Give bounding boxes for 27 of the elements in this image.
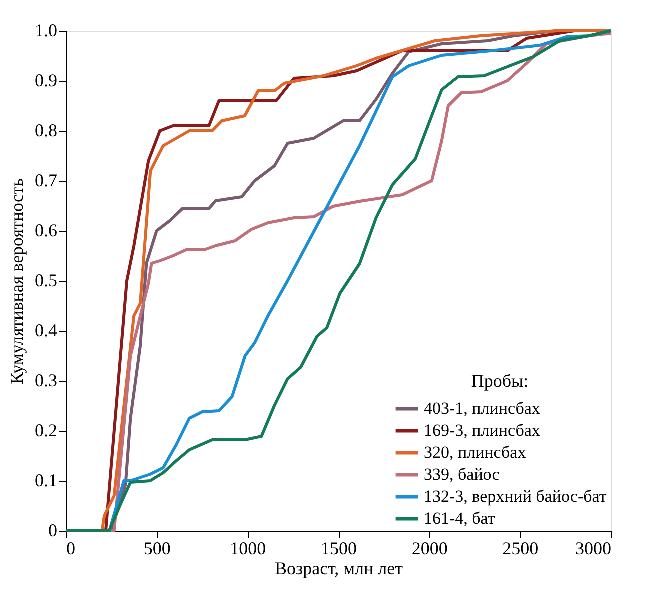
y-axis-title: Кумулятивная вероятность — [7, 178, 27, 385]
legend-label: 339, байос — [424, 465, 500, 484]
legend-label: 320, плинсбах — [424, 443, 527, 462]
legend-label: 132-3, верхний байос-бат — [424, 487, 608, 506]
legend-title: Пробы: — [471, 371, 529, 391]
legend-label: 403-1, плинсбах — [424, 399, 541, 418]
y-tick-label: 0.2 — [35, 420, 58, 440]
x-tick-label: 3000 — [576, 538, 612, 558]
y-tick-label: 0.1 — [35, 470, 58, 490]
x-tick-label: 1000 — [230, 538, 266, 558]
y-tick-label: 0.9 — [35, 70, 58, 90]
y-tick-label: 0.8 — [35, 120, 58, 140]
y-tick-label: 0 — [48, 520, 58, 540]
x-tick-label: 500 — [144, 538, 171, 558]
y-tick-label: 0.6 — [35, 220, 58, 240]
legend-label: 169-3, плинсбах — [424, 421, 541, 440]
x-tick-label: 0 — [66, 538, 76, 558]
y-tick-label: 0.3 — [35, 370, 58, 390]
y-tick-label: 1.0 — [35, 20, 58, 40]
x-tick-label: 2000 — [412, 538, 448, 558]
x-axis-title: Возраст, млн лет — [275, 558, 404, 578]
y-tick-label: 0.7 — [35, 170, 58, 190]
x-tick-label: 1500 — [321, 538, 357, 558]
y-tick-label: 0.5 — [35, 270, 58, 290]
y-tick-label: 0.4 — [35, 320, 58, 340]
legend-label: 161-4, бат — [424, 509, 496, 528]
x-tick-label: 2500 — [502, 538, 539, 558]
